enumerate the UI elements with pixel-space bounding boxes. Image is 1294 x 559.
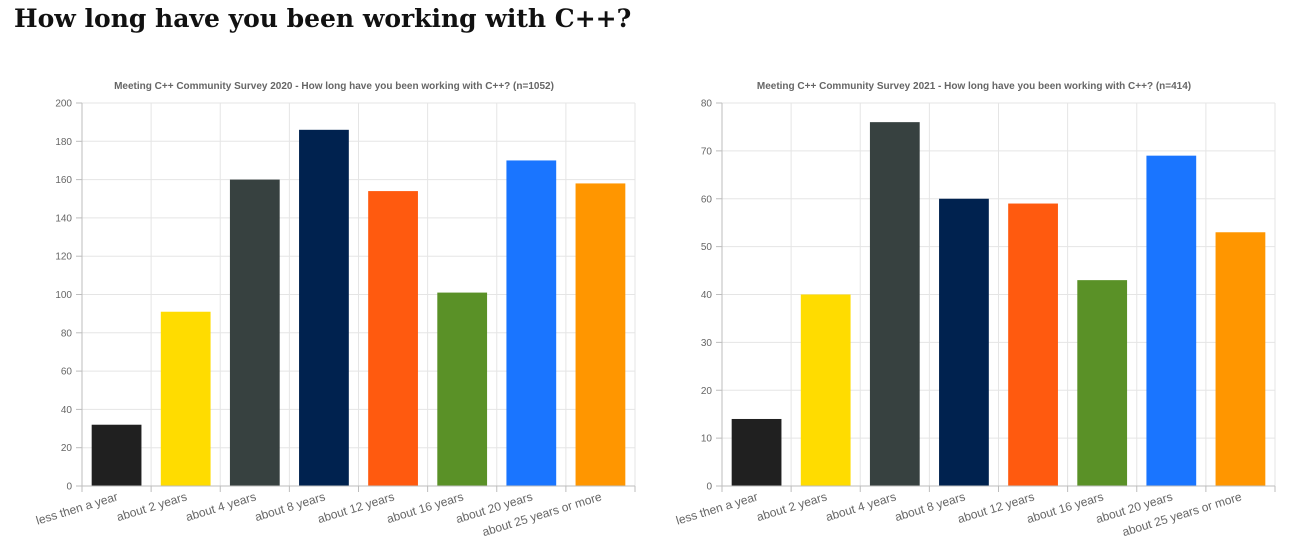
y-tick-label: 200 xyxy=(55,99,72,110)
x-tick-label: about 4 years xyxy=(184,489,258,524)
bar-about-16-years xyxy=(437,292,488,486)
y-tick-label: 80 xyxy=(701,99,713,110)
chart-2020: Meeting C++ Community Survey 2020 - How … xyxy=(34,81,636,539)
x-tick-label: about 8 years xyxy=(893,489,967,524)
x-tick-label: about 2 years xyxy=(755,489,829,524)
y-tick-label: 30 xyxy=(701,338,713,349)
bar-about-12-years xyxy=(1008,203,1058,486)
bar-about-8-years xyxy=(939,198,989,486)
bar-less-then-a-year xyxy=(731,418,782,486)
bar-about-16-years xyxy=(1077,280,1128,486)
bar-about-4-years xyxy=(229,179,280,486)
x-tick-label: about 2 years xyxy=(115,489,189,524)
bar-about-2-years xyxy=(160,311,211,486)
chart-2021: Meeting C++ Community Survey 2021 - How … xyxy=(674,81,1276,539)
y-tick-label: 140 xyxy=(55,213,72,224)
x-tick-label: about 12 years xyxy=(956,489,1036,526)
y-tick-label: 0 xyxy=(706,482,712,493)
bar-about-12-years xyxy=(368,191,418,486)
x-tick-label: less then a year xyxy=(674,489,759,527)
bar-less-then-a-year xyxy=(91,424,142,486)
y-tick-label: 0 xyxy=(66,482,72,493)
bar-about-20-years xyxy=(506,160,557,486)
y-tick-label: 180 xyxy=(55,137,72,148)
bar-about-25-years-or-more xyxy=(575,183,626,486)
y-tick-label: 40 xyxy=(61,405,73,416)
chart-title: Meeting C++ Community Survey 2021 - How … xyxy=(757,81,1191,92)
y-tick-label: 20 xyxy=(701,386,713,397)
y-tick-label: 50 xyxy=(701,242,713,253)
y-tick-label: 40 xyxy=(701,290,713,301)
y-tick-label: 10 xyxy=(701,434,713,445)
x-tick-label: about 4 years xyxy=(824,489,898,524)
x-tick-label: about 16 years xyxy=(385,489,465,526)
y-tick-label: 60 xyxy=(61,367,73,378)
page-heading: How long have you been working with C++? xyxy=(14,4,632,33)
x-tick-label: about 25 years or more xyxy=(481,489,604,539)
x-tick-label: about 25 years or more xyxy=(1121,489,1244,539)
x-tick-label: about 12 years xyxy=(316,489,396,526)
bar-about-8-years xyxy=(299,129,349,486)
y-tick-label: 60 xyxy=(701,194,713,205)
x-tick-label: less then a year xyxy=(34,489,119,527)
bar-about-4-years xyxy=(869,122,920,487)
x-tick-label: about 8 years xyxy=(253,489,327,524)
y-tick-label: 70 xyxy=(701,146,713,157)
bar-about-20-years xyxy=(1146,155,1197,486)
x-tick-label: about 16 years xyxy=(1025,489,1105,526)
y-tick-label: 20 xyxy=(61,443,73,454)
y-tick-label: 100 xyxy=(55,290,72,301)
chart-title: Meeting C++ Community Survey 2020 - How … xyxy=(114,81,554,92)
bar-about-2-years xyxy=(800,294,851,486)
bar-about-25-years-or-more xyxy=(1215,232,1266,486)
y-tick-label: 120 xyxy=(55,252,72,263)
y-tick-label: 80 xyxy=(61,328,73,339)
y-tick-label: 160 xyxy=(55,175,72,186)
